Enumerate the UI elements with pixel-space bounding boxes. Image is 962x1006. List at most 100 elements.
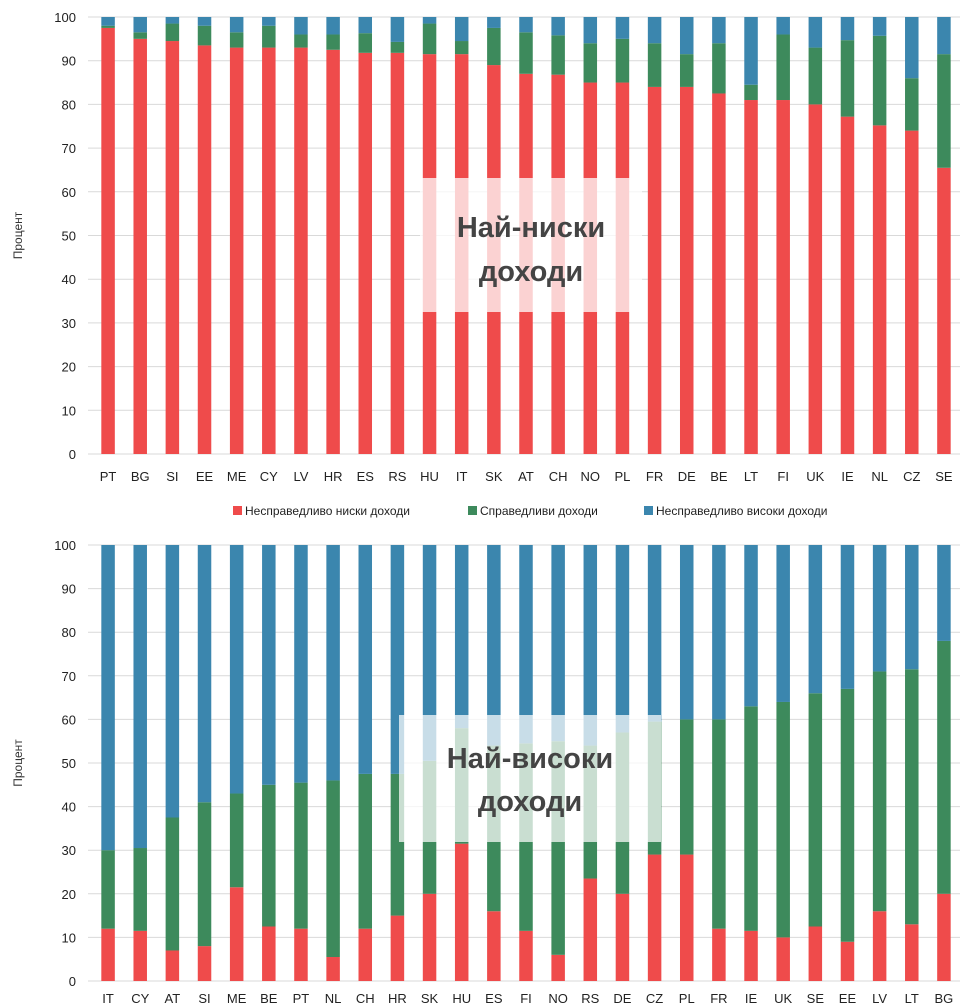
- bar-segment-ie-0: [840, 116, 855, 455]
- bar-segment-cz-2: [647, 545, 662, 722]
- bar-segment-lt-0: [905, 924, 919, 981]
- x-tick-label: PL: [679, 991, 695, 1006]
- bar-segment-lv-1: [872, 671, 887, 912]
- bar-segment-rs-0: [390, 52, 405, 455]
- x-tick-label: EE: [196, 469, 214, 484]
- y-tick-label: 100: [54, 538, 76, 553]
- overlay-box: [399, 715, 661, 842]
- bar-segment-be-0: [712, 93, 726, 454]
- bar-segment-ee-0: [197, 45, 212, 454]
- bar-segment-be-2: [712, 17, 726, 44]
- bar-segment-pt-0: [101, 27, 115, 455]
- x-tick-label: HR: [388, 991, 407, 1006]
- bar-segment-bg-0: [133, 38, 147, 454]
- x-tick-label: CH: [356, 991, 375, 1006]
- bar-segment-me-1: [229, 32, 244, 48]
- bar-segment-ie-1: [840, 40, 855, 117]
- bar-segment-it-1: [454, 41, 469, 55]
- x-tick-label: SK: [421, 991, 439, 1006]
- x-tick-label: FI: [520, 991, 532, 1006]
- bar-segment-pl-0: [679, 854, 694, 981]
- bar-segment-at-2: [165, 545, 180, 818]
- y-tick-label: 0: [69, 447, 76, 462]
- bar-segment-fi-1: [776, 34, 790, 101]
- x-tick-label: DE: [678, 469, 696, 484]
- bar-segment-nl-1: [326, 780, 340, 958]
- bar-segment-cy-2: [133, 545, 147, 849]
- bar-segment-se-2: [937, 17, 951, 55]
- bar-segment-it-2: [454, 17, 469, 42]
- bar-segment-ch-2: [358, 545, 373, 774]
- x-tick-label: SI: [166, 469, 178, 484]
- y-tick-label: 80: [62, 97, 76, 112]
- bar-segment-es-0: [358, 52, 373, 455]
- overlay-box: [420, 178, 642, 312]
- x-tick-label: NL: [871, 469, 888, 484]
- x-tick-label: ES: [485, 991, 503, 1006]
- overlay-label-line2: доходи: [479, 256, 583, 288]
- bar-segment-lt-1: [744, 84, 758, 101]
- bar-segment-hr-1: [326, 34, 340, 50]
- bar-segment-ch-1: [551, 35, 565, 75]
- bar-segment-pl-2: [615, 17, 630, 39]
- bar-segment-fr-2: [712, 545, 726, 720]
- x-tick-label: NO: [548, 991, 568, 1006]
- bar-segment-lv-1: [294, 34, 308, 48]
- y-tick-label: 90: [62, 582, 76, 597]
- bar-segment-pl-1: [615, 38, 630, 83]
- bar-segment-ee-0: [840, 941, 855, 981]
- bar-segment-se-0: [937, 167, 951, 454]
- bar-segment-no-2: [551, 545, 565, 742]
- bar-segment-lv-0: [294, 47, 308, 455]
- bar-segment-fi-2: [519, 545, 533, 744]
- bar-segment-ch-1: [358, 773, 373, 929]
- bar-segment-pt-0: [294, 928, 308, 981]
- bar-segment-cz-0: [905, 130, 919, 454]
- x-tick-label: HR: [324, 469, 343, 484]
- bar-segment-pt-1: [294, 782, 308, 929]
- y-tick-label: 30: [62, 843, 76, 858]
- y-tick-label: 50: [62, 229, 76, 244]
- bar-segment-fr-2: [647, 17, 662, 44]
- bar-segment-se-1: [808, 693, 823, 927]
- y-tick-label: 40: [62, 272, 76, 287]
- bar-segment-si-0: [197, 946, 212, 981]
- bar-segment-hu-2: [454, 545, 469, 729]
- x-tick-label: CY: [260, 469, 278, 484]
- bar-segment-me-2: [229, 17, 244, 33]
- bar-segment-lt-2: [744, 17, 758, 85]
- x-tick-label: PT: [100, 469, 117, 484]
- bar-segment-nl-0: [326, 957, 340, 981]
- bar-segment-uk-0: [808, 104, 823, 455]
- bar-segment-uk-2: [776, 545, 790, 702]
- y-axis-label: Процент: [11, 211, 25, 259]
- bar-segment-fr-1: [712, 719, 726, 929]
- legend: Несправедливо ниски доходи Справедливи до…: [233, 504, 828, 518]
- bar-segment-lv-2: [872, 545, 887, 672]
- bar-segment-lv-0: [872, 911, 887, 981]
- bar-segment-at-1: [165, 817, 180, 951]
- bar-segment-bg-2: [937, 545, 951, 641]
- bar-segment-bg-2: [133, 17, 147, 33]
- x-tick-label: LV: [872, 991, 887, 1006]
- x-tick-label: SE: [935, 469, 953, 484]
- bar-segment-me-1: [229, 793, 244, 888]
- bar-segment-uk-1: [808, 47, 823, 105]
- bar-segment-cy-0: [262, 47, 276, 455]
- y-axis-label: Процент: [11, 739, 25, 787]
- bar-segment-si-0: [165, 41, 180, 454]
- bar-segment-rs-0: [583, 878, 598, 981]
- bar-segment-pt-1: [101, 25, 115, 28]
- x-tick-label: PT: [293, 991, 310, 1006]
- bar-segment-at-0: [165, 950, 180, 981]
- bar-segment-rs-1: [390, 41, 405, 53]
- legend-label: Несправедливо високи доходи: [656, 504, 828, 518]
- bar-segment-de-0: [679, 86, 694, 455]
- y-tick-label: 70: [62, 141, 76, 156]
- bar-segment-it-2: [101, 545, 115, 851]
- bar-segment-hu-0: [454, 843, 469, 981]
- bar-segment-uk-1: [776, 701, 790, 938]
- x-tick-label: ME: [227, 469, 247, 484]
- x-tick-label: BE: [260, 991, 278, 1006]
- x-tick-label: FR: [646, 469, 663, 484]
